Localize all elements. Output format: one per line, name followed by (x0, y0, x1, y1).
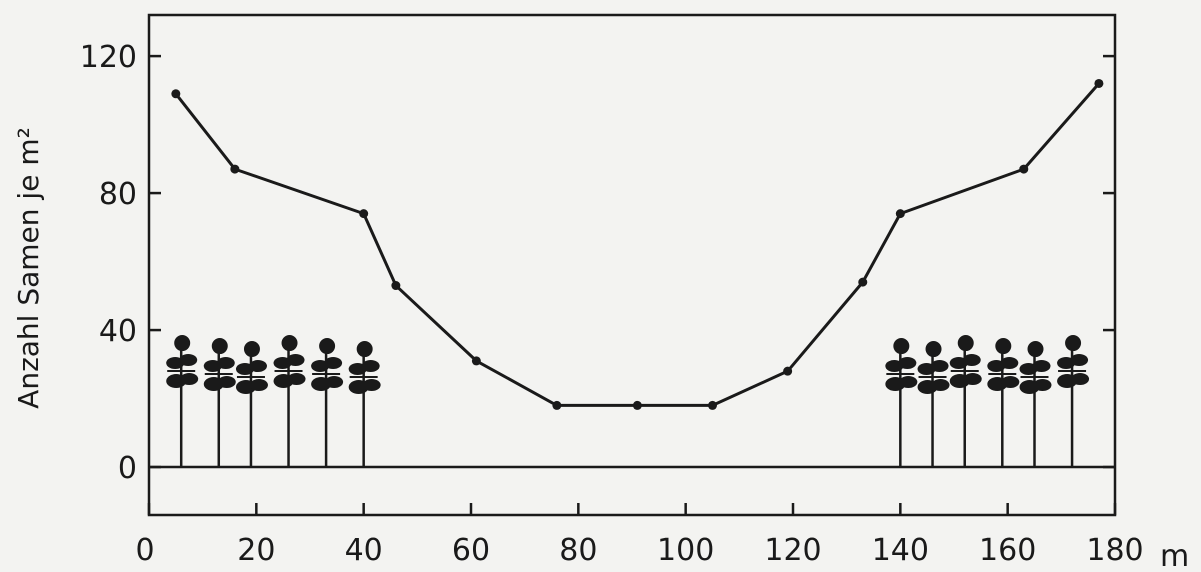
data-point (552, 400, 562, 410)
x-tick-label: 180 (1086, 533, 1143, 568)
y-axis: 0 40 80 120 (80, 40, 1115, 486)
data-point (858, 277, 868, 287)
x-tick-label: 0 (135, 533, 154, 568)
tree-icon (1057, 335, 1090, 468)
x-tick-label: 160 (979, 533, 1036, 568)
tree-icon (311, 338, 344, 468)
series-polyline (174, 82, 1101, 407)
plot-frame (147, 13, 1117, 517)
data-point (895, 209, 905, 219)
data-point (708, 400, 717, 410)
tree-icon (348, 341, 381, 468)
y-tick-label: 120 (80, 40, 137, 75)
tree-icon (235, 341, 268, 468)
x-tick-label: 40 (345, 533, 383, 568)
tree-stands (166, 335, 1090, 468)
y-tick-label: 40 (99, 314, 137, 349)
series-line (171, 78, 1104, 410)
tree-icon (917, 341, 950, 468)
x-tick-label: 140 (872, 533, 929, 568)
data-point (391, 281, 401, 291)
tree-icon (885, 338, 918, 468)
x-tick-label: 80 (559, 533, 597, 568)
data-point (471, 356, 481, 366)
x-axis-unit: m (1160, 539, 1189, 572)
data-point (783, 366, 793, 376)
x-tick-label: 60 (452, 533, 490, 568)
x-tick-label: 20 (237, 533, 275, 568)
data-point (632, 400, 642, 410)
tree-icon (203, 338, 236, 468)
tree-icon (166, 335, 199, 468)
x-axis: 0 20 40 60 80 100 120 140 160 180 (135, 503, 1144, 568)
y-axis-title: Anzahl Samen je m² (12, 127, 45, 409)
tree-icon (273, 335, 306, 468)
data-point (1094, 78, 1104, 88)
data-point (359, 209, 369, 219)
x-tick-label: 100 (657, 533, 714, 568)
tree-icon (949, 335, 982, 468)
tree-icon (987, 338, 1020, 468)
y-tick-label: 0 (118, 451, 137, 486)
y-tick-label: 80 (99, 177, 137, 212)
data-point (171, 89, 181, 99)
data-point (1019, 164, 1029, 174)
tree-icon (1019, 341, 1052, 468)
data-point (230, 164, 240, 174)
x-tick-label: 120 (764, 533, 821, 568)
